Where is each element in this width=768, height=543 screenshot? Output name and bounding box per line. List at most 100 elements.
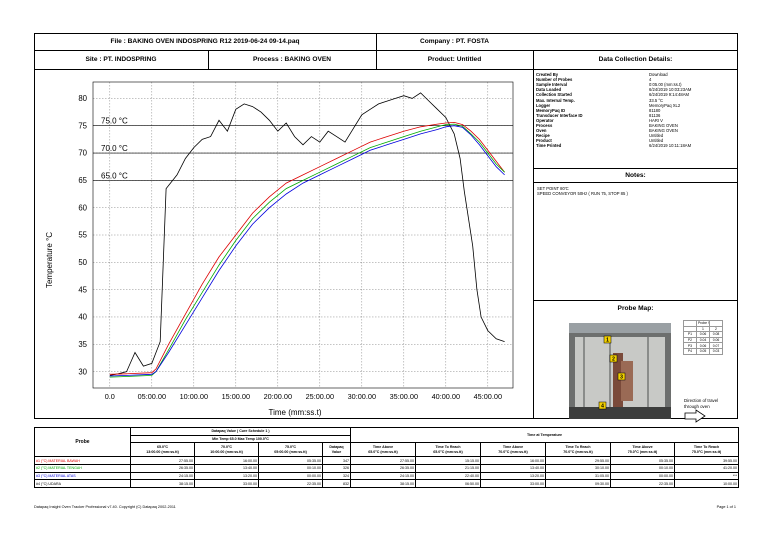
detail-label: Data Loaded <box>536 87 562 93</box>
probe-map-divider <box>533 300 738 301</box>
results-cell: 33:00.00 <box>194 479 259 489</box>
x-tick-label: 45:00.00 <box>474 392 502 401</box>
svg-text:3: 3 <box>620 375 623 381</box>
results-column-header: Time Above 75.0°C (mm:ss.tt) <box>610 442 675 458</box>
results-cell: 05:35.00 <box>258 456 323 466</box>
y-tick-label: 45 <box>78 285 87 294</box>
results-cell: 09:30.00 <box>545 479 611 489</box>
detail-label: Time Printed <box>536 143 562 149</box>
y-tick-label: 60 <box>78 203 87 212</box>
footer-copyright: Datapaq Insight Oven Tracker Professiona… <box>34 505 176 509</box>
x-tick-label: 25:00.00 <box>306 392 334 401</box>
detail-label: Created By <box>536 72 559 77</box>
results-cell: 30:10.00 <box>545 464 611 473</box>
header-vdivider-3 <box>533 50 534 419</box>
results-column-header: 70.0°C 10:00.00 (mm:ss.tt) <box>194 442 259 458</box>
mini-table-header-cell: Probe Value <box>696 320 710 327</box>
chart-grid <box>93 82 513 388</box>
results-column-header: Time To Reach 65.0°C (mm:ss.tt) <box>415 442 481 458</box>
y-tick-label: 65 <box>78 176 87 185</box>
results-cell: 10:00.00 <box>673 479 740 489</box>
results-cell: 06:50.00 <box>415 479 481 489</box>
results-cell: 24:15.00 <box>350 471 416 481</box>
probe-marker-4: 4 <box>598 401 607 410</box>
results-cell: 13:20.00 <box>480 471 546 481</box>
results-column-header: 75.0°C 05:00.00 (mm:ss.tt) <box>258 442 323 458</box>
reference-line-label: 65.0 °C <box>101 171 128 180</box>
mini-table-cell: 2 <box>709 325 723 333</box>
datapaq-subheader: Min Temp 65.0 Max Temp 100.0°C <box>130 434 351 444</box>
notes-line-2: SPEED CONVEYOR 50Hz ( RUN 75, STOP 85 ) <box>537 191 628 196</box>
results-cell: 13:40.00 <box>480 464 546 473</box>
results-row: #4 (°C) UDARA 38:15.00 33:00.00 22:35.00 832… <box>34 479 740 489</box>
detail-value: 6/24/2019 9:14:48AM <box>649 92 690 98</box>
results-column-header: Time To Reach 75.0°C (mm:ss.tt) <box>673 442 740 458</box>
detail-label: Collection Started <box>536 92 572 98</box>
process-title: Process : BAKING OVEN <box>252 56 332 63</box>
x-tick-label: 30:00.00 <box>348 392 376 401</box>
results-cell: 31:05.00 <box>545 471 611 481</box>
probe-marker-3: 3 <box>617 372 626 381</box>
header-divider-1 <box>34 50 738 51</box>
product-title: Product: Untitled <box>427 56 482 63</box>
mini-table-cell: 0.03 <box>709 348 723 355</box>
header-divider-2 <box>34 69 738 70</box>
header-vdivider-2 <box>208 50 209 69</box>
results-cell: 24:15.00 <box>130 471 195 481</box>
results-cell: 27:55.00 <box>350 456 416 466</box>
results-cell: 41:20.00 <box>673 464 740 473</box>
detail-label: Process <box>536 123 553 128</box>
detail-label: Recipe <box>536 133 550 139</box>
site-title: Site : PT. INDOSPRING <box>85 56 157 63</box>
results-column-header: Datapaq Value <box>322 442 351 458</box>
notes-line-1: SET POINT 80'C <box>537 186 569 191</box>
series-line <box>109 123 505 378</box>
details-divider <box>533 168 738 169</box>
detail-value: 33.5 °C <box>649 97 664 103</box>
detail-value: 81180 <box>649 107 661 113</box>
probe-name: #3 (°C) MATERIAL ATAS <box>34 471 131 481</box>
results-cell: 347 <box>322 456 351 466</box>
probe-map-photo: 1 2 3 4 <box>569 323 671 419</box>
detail-label: Logger <box>536 102 551 108</box>
x-tick-label: 35:00.00 <box>390 392 418 401</box>
results-cell: 39:55.00 <box>673 456 740 466</box>
x-tick-label: 0.0 <box>105 392 115 401</box>
x-tick-label: 15:00.00 <box>222 392 250 401</box>
probe-marker-2: 2 <box>609 354 618 363</box>
detail-value: 4 <box>649 77 652 83</box>
results-cell: 16:00.00 <box>480 456 546 466</box>
probe-header: Probe <box>34 426 131 458</box>
y-tick-label: 55 <box>78 231 87 240</box>
x-axis-label: Time (mm:ss.t) <box>268 408 321 417</box>
report-frame <box>34 33 738 419</box>
series-line <box>109 125 505 377</box>
results-cell: 13:20.00 <box>194 471 259 481</box>
detail-value: 81136 <box>649 112 661 118</box>
probe-value-table: Probe Value12P10.060.08P20.040.06P30.060… <box>683 320 723 355</box>
results-cell: *** <box>673 471 740 481</box>
detail-label: MemoryPaq ID <box>536 107 566 113</box>
results-column-header: Time Above 65.0°C (mm:ss.tt) <box>350 442 416 458</box>
results-table: Probe Datapaq Value ( Cure Schedule 1 ) … <box>34 426 740 489</box>
results-cell: 22:35.00 <box>258 479 323 489</box>
mini-table-cell: 0.07 <box>709 342 723 349</box>
probe-name: #2 (°C) MATERIAL TENGAH <box>34 464 131 473</box>
results-cell: 21:15.00 <box>415 464 481 473</box>
detail-value: MemoryPaq XL2 <box>649 102 681 108</box>
mini-table-cell: P4 <box>683 348 697 355</box>
details-list: Created By Download Number of Probes 4 Sampl… <box>536 72 736 168</box>
mini-table-cell: 0.08 <box>709 331 723 338</box>
results-cell: 00:10.00 <box>258 464 323 473</box>
y-tick-label: 35 <box>78 340 87 349</box>
series-line <box>109 121 505 375</box>
svg-text:1: 1 <box>606 338 609 344</box>
chart-series <box>109 92 505 378</box>
results-row: #2 (°C) MATERIAL TENGAH 26:35.00 13:40.00 0… <box>34 464 740 473</box>
reference-line-label: 75.0 °C <box>101 117 128 126</box>
svg-text:4: 4 <box>601 404 604 410</box>
detail-value: 0:05.00 (mm:ss.t) <box>649 82 682 88</box>
footer-page: Page 1 of 1 <box>716 505 736 509</box>
results-cell: 38:15.00 <box>350 479 416 489</box>
results-cell: 33:00.00 <box>480 479 546 489</box>
